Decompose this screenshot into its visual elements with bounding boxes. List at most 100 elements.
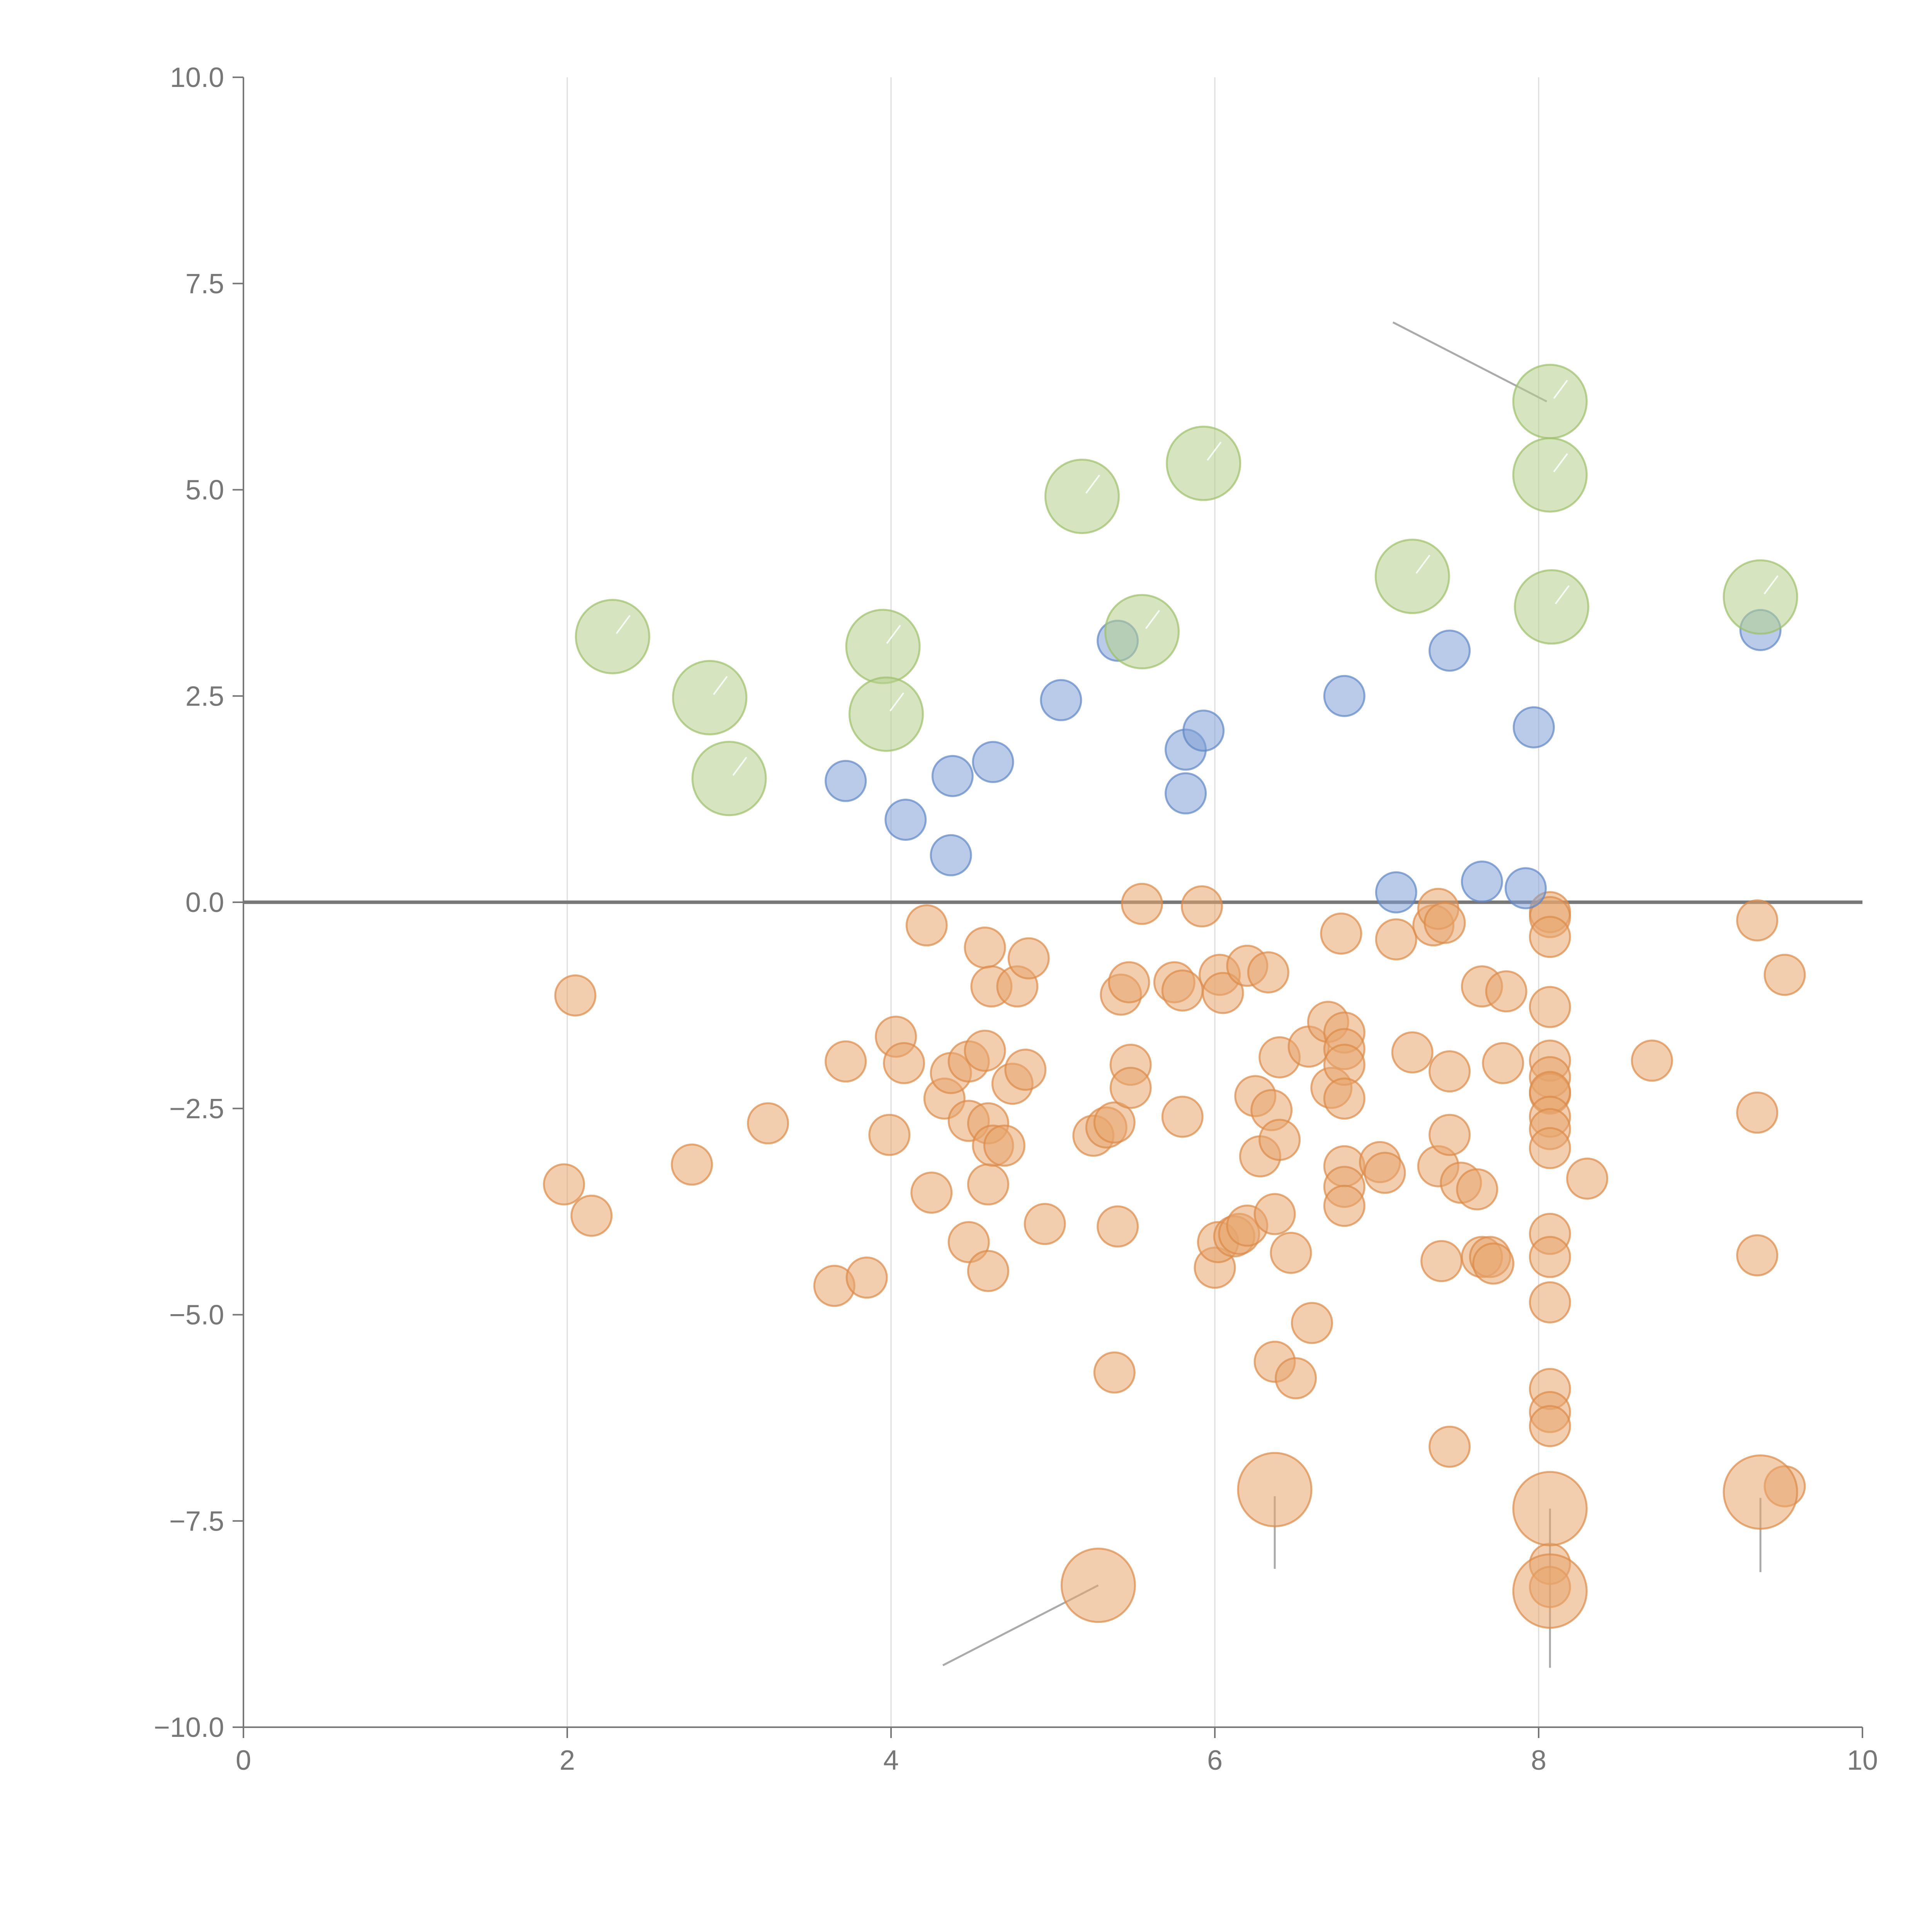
orange-point: [983, 1124, 1026, 1167]
green-point: [848, 676, 924, 752]
orange-point: [570, 1194, 613, 1237]
orange-point: [1420, 1240, 1463, 1282]
green-point: [1166, 425, 1242, 501]
green-point: [845, 609, 921, 684]
orange-point: [1270, 1231, 1312, 1274]
orange-point: [1247, 951, 1289, 993]
orange-point: [910, 1172, 953, 1214]
blue-point: [1323, 675, 1366, 717]
orange-point: [1093, 1101, 1136, 1144]
orange-point: [1423, 901, 1466, 944]
green-point: [1044, 459, 1120, 534]
orange-point: [845, 1256, 888, 1299]
orange-point: [1259, 1119, 1301, 1161]
orange-point: [883, 1042, 925, 1084]
orange-point: [1529, 1236, 1571, 1278]
orange-point: [1764, 954, 1806, 996]
green-point: [1723, 559, 1798, 635]
orange-large-point: [1723, 1454, 1798, 1530]
blue-point: [1504, 867, 1547, 910]
green-point: [1374, 539, 1450, 614]
orange-point: [967, 1250, 1009, 1292]
orange-point: [1529, 1405, 1571, 1447]
green-point-tick: [1415, 554, 1430, 574]
orange-point: [1024, 1203, 1066, 1245]
orange-point: [554, 974, 597, 1017]
green-point-tick: [713, 676, 728, 695]
green-point: [575, 599, 650, 675]
orange-point: [1485, 970, 1527, 1013]
orange-point: [1364, 1151, 1406, 1194]
orange-point: [964, 1029, 1006, 1072]
green-point-tick: [1145, 610, 1160, 629]
orange-point: [1291, 1302, 1333, 1344]
orange-point: [1093, 1351, 1136, 1394]
orange-point: [868, 1114, 911, 1156]
blue-point: [1512, 706, 1555, 748]
orange-point: [1429, 1114, 1471, 1156]
orange-point: [1007, 937, 1050, 980]
orange-point: [1529, 986, 1571, 1028]
orange-point: [1161, 1095, 1204, 1138]
y-tick-label: −7.5: [169, 1506, 224, 1537]
green-point-tick: [886, 624, 901, 644]
orange-point: [1429, 1425, 1471, 1468]
data-points: [543, 364, 1806, 1629]
orange-point: [1429, 1050, 1471, 1093]
orange-large-point: [1060, 1548, 1136, 1623]
green-point-tick: [1207, 441, 1222, 461]
x-tick-label: 0: [236, 1745, 251, 1776]
orange-large-point: [1237, 1452, 1313, 1527]
orange-point: [1004, 1048, 1047, 1091]
green-point-tick: [1553, 453, 1568, 473]
orange-point: [1529, 916, 1571, 958]
blue-point: [1461, 861, 1503, 903]
y-tick-label: −10.0: [154, 1712, 224, 1743]
green-point-tick: [889, 692, 905, 712]
y-tick-label: 10.0: [170, 62, 224, 93]
orange-point: [1323, 1077, 1366, 1120]
y-tick-label: 0.0: [185, 887, 224, 918]
orange-point: [1472, 1242, 1515, 1285]
orange-point: [1121, 883, 1163, 925]
orange-point: [1736, 899, 1779, 942]
green-point: [1514, 569, 1590, 645]
orange-point: [1391, 1031, 1434, 1074]
orange-point: [1482, 1042, 1524, 1084]
orange-point: [1736, 1234, 1779, 1277]
x-tick-label: 10: [1847, 1745, 1878, 1776]
green-point-tick: [616, 615, 631, 634]
orange-point: [1109, 1066, 1152, 1109]
green-point: [1104, 594, 1180, 670]
orange-point: [1108, 961, 1150, 1003]
orange-point: [1631, 1039, 1673, 1082]
orange-large-point: [1512, 1471, 1588, 1546]
orange-point: [1253, 1193, 1296, 1235]
blue-point: [1182, 709, 1225, 752]
y-tick-label: −5.0: [169, 1300, 224, 1331]
y-tick-label: 7.5: [185, 269, 224, 299]
blue-point: [1375, 871, 1417, 913]
blue-point: [930, 834, 972, 876]
orange-point: [1529, 1281, 1571, 1323]
y-tick-label: 2.5: [185, 681, 224, 712]
y-tick-label: −2.5: [169, 1094, 224, 1124]
tick-labels: 0 2 4 6 8 10 10.0 7.5 5.0 2.5 0.0 −2.5 −5.0 −7.5 −10.0: [154, 62, 1878, 1776]
x-tick-label: 8: [1531, 1745, 1546, 1776]
blue-point: [1429, 629, 1471, 672]
orange-point: [1320, 912, 1362, 955]
blue-point: [1040, 679, 1082, 721]
orange-point: [1736, 1091, 1779, 1134]
green-point-tick: [1553, 379, 1568, 399]
orange-point: [1180, 885, 1223, 928]
orange-point: [967, 1163, 1009, 1206]
orange-point: [1456, 1168, 1498, 1211]
y-tick-label: 5.0: [185, 475, 224, 506]
green-point: [1512, 437, 1588, 513]
axes: [233, 77, 1863, 1738]
blue-point: [972, 741, 1014, 783]
orange-point: [747, 1102, 789, 1145]
x-tick-label: 6: [1207, 1745, 1223, 1776]
